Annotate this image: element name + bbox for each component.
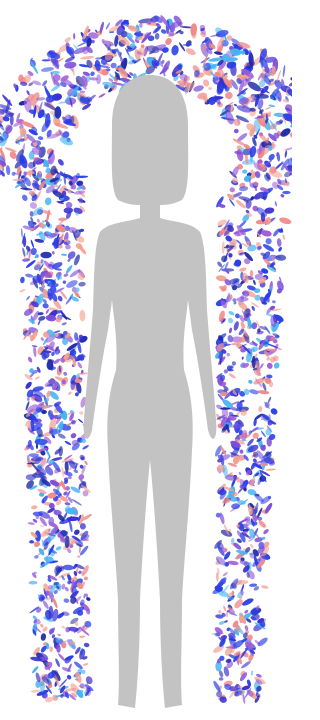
page: (() => { const svg = document.getElement… bbox=[0, 0, 320, 720]
aura-speck bbox=[26, 474, 36, 480]
aura-speck bbox=[42, 59, 50, 61]
aura-image bbox=[0, 0, 292, 720]
aura-speck bbox=[40, 252, 51, 259]
aura-speck bbox=[62, 338, 68, 345]
aura-speck bbox=[29, 581, 38, 585]
aura-speck bbox=[250, 270, 253, 278]
aura-speck bbox=[80, 439, 86, 444]
aura-speck bbox=[252, 356, 256, 368]
aura-speck bbox=[282, 191, 290, 194]
aura-speck bbox=[49, 606, 54, 619]
aura-speck bbox=[55, 106, 62, 118]
